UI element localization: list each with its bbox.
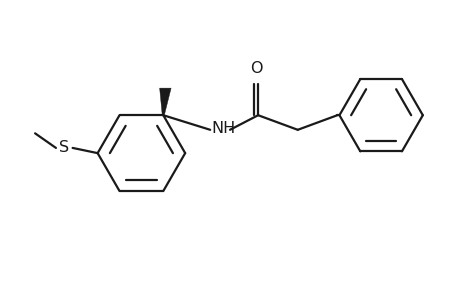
Text: O: O: [249, 61, 262, 76]
Polygon shape: [159, 88, 171, 115]
Text: S: S: [59, 140, 69, 155]
Text: NH: NH: [211, 121, 235, 136]
